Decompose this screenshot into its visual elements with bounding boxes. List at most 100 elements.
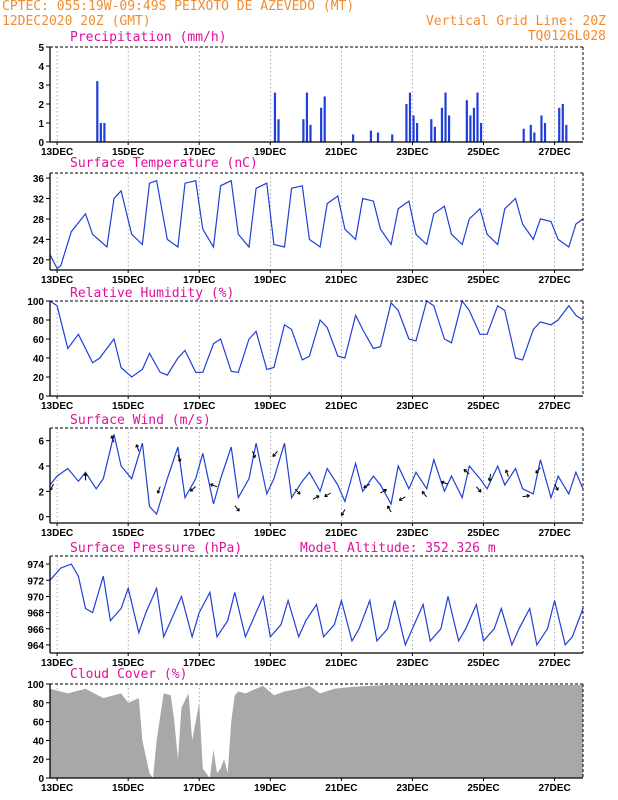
y-tick-label: 60 [33, 718, 45, 729]
y-tick-label: 20 [33, 256, 45, 267]
y-tick-label: 964 [27, 641, 44, 652]
wind-vector [156, 486, 161, 494]
x-tick-label: 17DEC [183, 401, 215, 412]
y-tick-label: 80 [33, 316, 45, 327]
x-tick-label: 19DEC [254, 275, 286, 286]
precip-bar [540, 115, 543, 142]
precip-bar [447, 115, 451, 142]
precip-bar [558, 107, 561, 142]
header-model: TQ0126L028 [528, 29, 606, 44]
wind-vector [522, 494, 530, 498]
wind-vector [421, 490, 428, 498]
wind-vector [324, 492, 331, 498]
x-tick-label: 19DEC [254, 401, 286, 412]
y-tick-label: 6 [38, 437, 44, 448]
x-tick-label: 19DEC [254, 783, 286, 794]
x-tick-label: 27DEC [538, 528, 570, 539]
precip-bar [444, 92, 447, 142]
wind-panel: Surface Wind (m/s) 13DEC 15DEC 17DEC 19DEC 2… [38, 413, 584, 539]
header-datetime: 12DEC2020 20Z (GMT) [2, 14, 151, 29]
pressure-panel: Surface Pressure (hPa) Model Altitude: 3… [27, 541, 584, 669]
precip-bar [309, 124, 312, 142]
precip-bar [408, 92, 412, 142]
x-tick-label: 27DEC [538, 783, 570, 794]
precip-bar [320, 107, 323, 142]
x-tick-label: 23DEC [396, 401, 428, 412]
wind-line [49, 434, 584, 516]
precip-bar [302, 119, 305, 142]
wind-vector [387, 505, 392, 513]
precip-bar [533, 132, 536, 142]
y-tick-label: 0 [38, 138, 44, 149]
wind-vector [135, 444, 140, 452]
precip-bar [99, 123, 102, 142]
x-tick-label: 27DEC [538, 275, 570, 286]
x-tick-label: 23DEC [396, 147, 428, 158]
precip-bar [323, 96, 326, 142]
x-tick-label: 13DEC [41, 275, 73, 286]
y-tick-label: 80 [33, 699, 45, 710]
precip-bar [476, 92, 479, 142]
y-tick-label: 972 [27, 576, 44, 587]
x-tick-label: 25DEC [467, 528, 499, 539]
y-tick-label: 970 [27, 592, 44, 603]
pressure-line [49, 563, 584, 647]
y-tick-label: 1 [38, 119, 44, 130]
x-tick-label: 13DEC [41, 401, 73, 412]
pressure-title: Surface Pressure (hPa) [70, 541, 242, 556]
x-tick-label: 15DEC [112, 783, 144, 794]
wind-vector [487, 473, 492, 482]
cloud-cover-area [50, 684, 583, 778]
precip-bar [96, 81, 99, 142]
x-tick-label: 23DEC [396, 275, 428, 286]
precip-bar [376, 132, 380, 142]
temperature-title: Surface Temperature (nC) [70, 156, 258, 171]
x-tick-label: 13DEC [41, 528, 73, 539]
precip-bar [277, 119, 280, 142]
model-altitude-label: Model Altitude: 352.326 m [300, 541, 496, 556]
y-tick-label: 40 [33, 736, 45, 747]
x-tick-label: 21DEC [325, 783, 357, 794]
wind-vector [252, 451, 256, 459]
y-tick-label: 60 [33, 335, 45, 346]
wind-vector [463, 469, 470, 475]
wind-vector [210, 483, 218, 488]
precip-bar [391, 134, 394, 142]
y-tick-label: 974 [27, 560, 44, 571]
x-tick-label: 13DEC [41, 658, 73, 669]
precip-bar [103, 123, 106, 142]
cloud-cover-panel: Cloud Cover (%) 13DEC 15DEC 17DEC 19DEC 21DE… [27, 667, 584, 794]
precip-bar [415, 123, 419, 142]
humidity-panel: Relative Humidity (%) 13DEC 15DEC 17DEC 19D… [27, 286, 584, 412]
x-tick-label: 17DEC [183, 658, 215, 669]
precip-bar [405, 104, 408, 142]
x-tick-label: 23DEC [396, 783, 428, 794]
x-tick-label: 17DEC [183, 528, 215, 539]
header-grid-note: Vertical Grid Line: 20Z [426, 14, 606, 29]
x-tick-label: 23DEC [396, 658, 428, 669]
wind-vector [272, 450, 278, 458]
x-tick-label: 13DEC [41, 783, 73, 794]
x-tick-label: 17DEC [183, 275, 215, 286]
precip-bar [433, 126, 436, 142]
wind-vector [398, 496, 406, 501]
precipitation-panel: Precipitation (mm/h) 13DEC 15DEC 17DEC 19DE… [38, 30, 584, 158]
x-tick-label: 19DEC [254, 658, 286, 669]
x-tick-label: 21DEC [325, 658, 357, 669]
humidity-title: Relative Humidity (%) [70, 286, 234, 301]
y-tick-label: 40 [33, 354, 45, 365]
precip-bar [412, 115, 415, 142]
x-tick-label: 17DEC [183, 783, 215, 794]
x-tick-label: 27DEC [538, 147, 570, 158]
y-tick-label: 5 [38, 43, 44, 54]
y-tick-label: 24 [33, 235, 45, 246]
x-tick-label: 15DEC [112, 401, 144, 412]
x-tick-label: 15DEC [112, 275, 144, 286]
x-tick-label: 21DEC [325, 147, 357, 158]
y-tick-label: 4 [38, 62, 44, 73]
y-tick-label: 0 [38, 513, 44, 524]
y-tick-label: 2 [38, 487, 44, 498]
precip-bar [305, 92, 309, 142]
x-tick-label: 19DEC [254, 147, 286, 158]
precip-bar [369, 130, 372, 142]
